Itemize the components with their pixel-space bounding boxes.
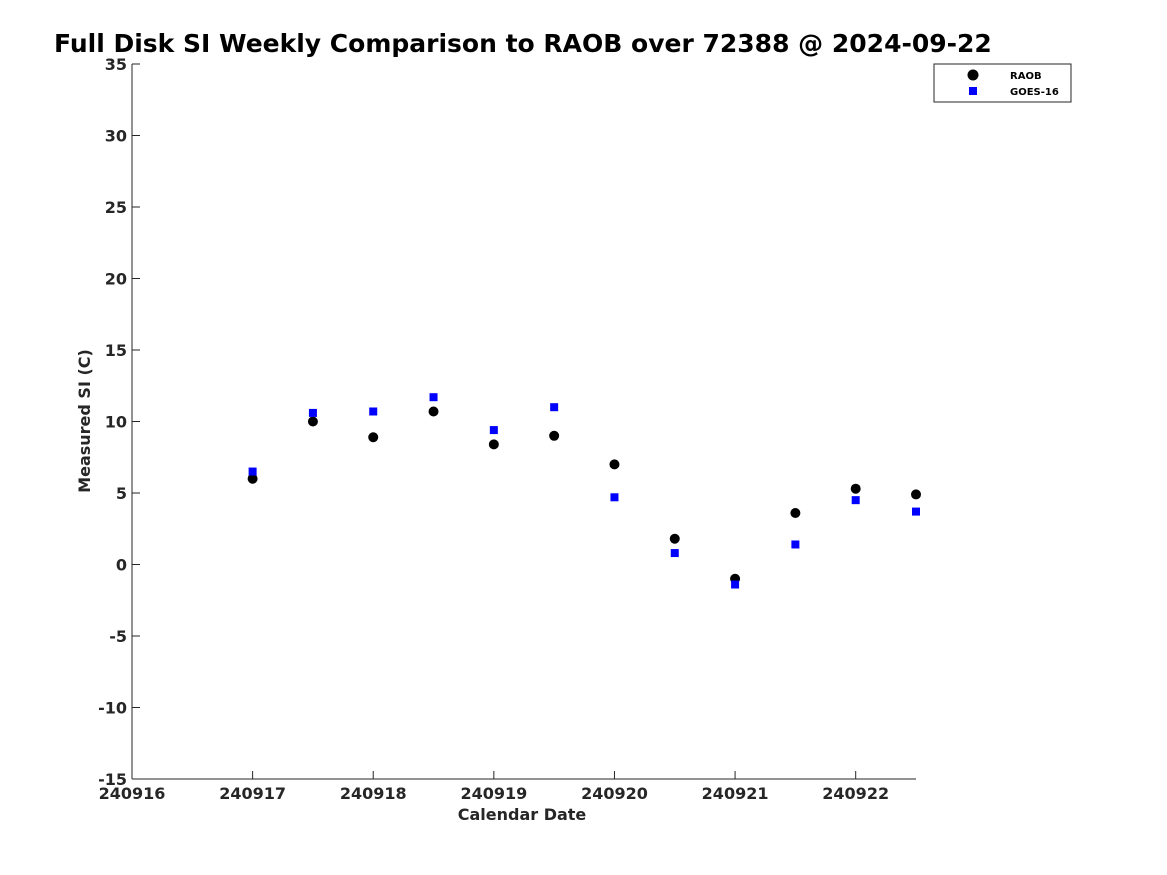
y-tick-label: 35: [105, 55, 127, 74]
legend-marker-goes16: [969, 87, 977, 95]
axes: [131, 64, 916, 780]
x-tick-label: 240920: [581, 784, 648, 803]
point-raob: [850, 483, 861, 494]
legend-box: [933, 63, 1072, 103]
point-raob: [549, 430, 560, 441]
legend-marker-raob: [967, 69, 979, 81]
x-tick-label: 240919: [460, 784, 527, 803]
point-raob: [911, 489, 921, 500]
x-tick-label: 240922: [822, 784, 889, 803]
x-ticks: 240916 240917 240918 240919 240920 240921 2409…: [99, 771, 889, 803]
legend: RAOB GOES-16: [933, 63, 1072, 103]
y-tick-label: 30: [105, 127, 127, 146]
x-tick-label: 240916: [99, 784, 166, 803]
x-axis-label: Calendar Date: [458, 805, 587, 824]
point-goes16: [670, 549, 679, 558]
point-raob: [669, 533, 680, 544]
y-tick-label: 10: [105, 413, 127, 432]
point-goes16: [308, 408, 317, 417]
chart-title: Full Disk SI Weekly Comparison to RAOB o…: [54, 29, 992, 58]
point-goes16: [369, 407, 378, 416]
point-goes16: [248, 467, 257, 476]
x-tick-label: 240917: [219, 784, 286, 803]
y-tick-label: 25: [105, 198, 127, 217]
point-raob: [488, 439, 499, 450]
point-raob: [247, 473, 258, 484]
y-tick-label: 0: [116, 556, 127, 575]
point-goes16: [489, 426, 498, 435]
y-tick-label: -15: [98, 770, 127, 789]
point-raob: [307, 416, 318, 427]
point-raob: [609, 459, 620, 470]
point-goes16: [550, 403, 559, 412]
y-ticks: -15 -10 -5 0 5 10 15 20 25 30 35: [98, 55, 140, 789]
y-tick-label: 5: [116, 484, 127, 503]
point-raob: [368, 432, 379, 443]
y-tick-label: 15: [105, 341, 127, 360]
point-goes16: [731, 580, 740, 589]
x-tick-label: 240918: [340, 784, 407, 803]
point-raob: [428, 406, 439, 417]
legend-label-raob: RAOB: [1010, 71, 1042, 82]
x-tick-label: 240921: [702, 784, 769, 803]
legend-label-goes16: GOES-16: [1010, 87, 1059, 98]
point-goes16: [791, 540, 800, 549]
y-tick-label: 20: [105, 270, 127, 289]
y-tick-label: -10: [98, 699, 127, 718]
point-goes16: [912, 507, 920, 516]
point-goes16: [429, 393, 438, 402]
y-axis-label: Measured SI (C): [75, 349, 94, 493]
point-goes16: [610, 493, 619, 502]
y-tick-label: -5: [109, 627, 127, 646]
data-points: [247, 393, 921, 589]
point-goes16: [851, 496, 860, 505]
point-raob: [790, 508, 801, 519]
